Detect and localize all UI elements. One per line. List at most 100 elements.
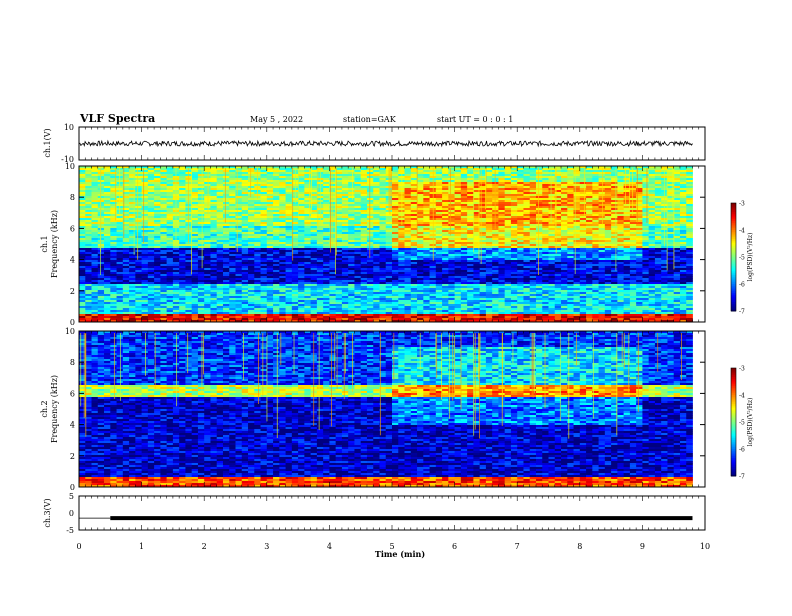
spectrogram-cell bbox=[373, 196, 380, 199]
spectrogram-cell bbox=[185, 170, 193, 173]
spectrogram-cell bbox=[310, 198, 318, 201]
spectrogram-cell bbox=[423, 194, 430, 197]
spectrogram-cell bbox=[341, 202, 349, 205]
spectrogram-cell bbox=[91, 188, 99, 191]
spectrogram-cell bbox=[129, 186, 136, 189]
spectrogram-cell bbox=[279, 196, 286, 199]
spectrogram-cell bbox=[85, 186, 92, 189]
spectrogram-cell bbox=[667, 200, 675, 203]
spectrogram-cell bbox=[135, 200, 142, 203]
spectrogram-cell bbox=[235, 200, 243, 203]
spectrogram-cell bbox=[686, 186, 693, 189]
spectrogram-cell bbox=[654, 170, 662, 173]
spectrogram-cell bbox=[586, 174, 593, 177]
spectrogram-cell bbox=[204, 196, 211, 199]
spectrogram-cell bbox=[611, 182, 618, 185]
spectrogram-cell bbox=[542, 186, 549, 189]
spectrogram-cell bbox=[304, 178, 312, 181]
spectrogram-cell bbox=[304, 174, 312, 177]
spectrogram-cell bbox=[147, 176, 155, 179]
spectrogram-cell bbox=[617, 170, 625, 173]
spectrogram-cell bbox=[510, 188, 518, 191]
spectrogram-cell bbox=[285, 166, 293, 169]
spectrogram-cell bbox=[348, 182, 355, 185]
spectrogram-cell bbox=[442, 190, 449, 193]
spectrogram-cell bbox=[467, 174, 474, 177]
spectrogram-cell bbox=[122, 194, 130, 197]
spectrogram-cell bbox=[341, 174, 349, 177]
spectrogram-cell bbox=[629, 194, 637, 197]
spectrogram-cell bbox=[417, 196, 424, 199]
spectrogram-cell bbox=[141, 196, 149, 199]
spectrogram-cell bbox=[310, 194, 318, 197]
spectrogram-cell bbox=[141, 168, 149, 171]
spectrogram-cell bbox=[604, 184, 612, 187]
spectrogram-cell bbox=[460, 184, 468, 187]
spectrogram-cell bbox=[323, 174, 330, 177]
spectrogram-cell bbox=[592, 170, 599, 173]
spectrogram-cell bbox=[248, 202, 255, 205]
spectrogram-cell bbox=[323, 194, 330, 197]
spectrogram-cell bbox=[673, 190, 681, 193]
spectrogram-cell bbox=[379, 192, 387, 195]
spectrogram-cell bbox=[629, 190, 637, 193]
spectrogram-cell bbox=[423, 184, 430, 187]
spectrogram-cell bbox=[373, 168, 380, 171]
spectrogram-cell bbox=[529, 196, 537, 199]
spectrogram-cell bbox=[154, 194, 161, 197]
spectrogram-cell bbox=[260, 202, 268, 205]
spectrogram-cell bbox=[204, 184, 211, 187]
spectrogram-cell bbox=[104, 198, 111, 201]
spectrogram-cell bbox=[561, 172, 568, 175]
spectrogram-cell bbox=[617, 192, 625, 195]
spectrogram-cell bbox=[504, 202, 512, 205]
spectrogram-cell bbox=[104, 180, 111, 183]
spectrogram-cell bbox=[91, 206, 99, 209]
spectrogram-cell bbox=[366, 186, 374, 189]
spectrogram-cell bbox=[79, 188, 86, 191]
spectrogram-cell bbox=[129, 172, 136, 175]
spectrogram-cell bbox=[379, 168, 387, 171]
spectrogram-cell bbox=[154, 172, 161, 175]
spectrogram-cell bbox=[373, 204, 380, 207]
spectrogram-cell bbox=[567, 172, 574, 175]
spectrogram-cell bbox=[410, 184, 418, 187]
spectrogram-cell bbox=[435, 168, 443, 171]
spectrogram-cell bbox=[504, 172, 512, 175]
spectrogram-cell bbox=[354, 172, 362, 175]
spectrogram-cell bbox=[448, 198, 455, 201]
spectrogram-cell bbox=[617, 168, 625, 171]
spectrogram-cell bbox=[686, 188, 693, 191]
spectrogram-cell bbox=[404, 198, 412, 201]
spectrogram-cell bbox=[686, 174, 693, 177]
spectrogram-cell bbox=[204, 176, 211, 179]
spectrogram-cell bbox=[229, 166, 236, 169]
spectrogram-cell bbox=[648, 172, 656, 175]
spectrogram-cell bbox=[648, 196, 656, 199]
spectrogram-cell bbox=[598, 192, 606, 195]
spectrogram-cell bbox=[160, 202, 168, 205]
spectrogram-cell bbox=[510, 176, 518, 179]
spectrogram-cell bbox=[248, 174, 255, 177]
spectrogram-cell bbox=[104, 186, 111, 189]
spectrogram-cell bbox=[498, 170, 506, 173]
spectrogram-cell bbox=[310, 196, 318, 199]
spectrogram-cell bbox=[686, 168, 693, 171]
spectrogram-cell bbox=[673, 202, 681, 205]
spectrogram-cell bbox=[467, 192, 474, 195]
spectrogram-cell bbox=[154, 190, 161, 193]
spectrogram-cell bbox=[222, 184, 230, 187]
spectrogram-cell bbox=[266, 176, 274, 179]
spectrogram-cell bbox=[122, 168, 130, 171]
spectrogram-cell bbox=[498, 180, 506, 183]
spectrogram-cell bbox=[354, 202, 362, 205]
spectrogram-cell bbox=[448, 170, 455, 173]
spectrogram-cell bbox=[110, 176, 117, 179]
spectrogram-cell bbox=[517, 202, 524, 205]
spectrogram-cell bbox=[373, 190, 380, 193]
spectrogram-cell bbox=[523, 186, 531, 189]
spectrogram-cell bbox=[248, 206, 255, 209]
spectrogram-cell bbox=[404, 196, 412, 199]
spectrogram-cell bbox=[404, 194, 412, 197]
spectrogram-cell bbox=[160, 170, 168, 173]
